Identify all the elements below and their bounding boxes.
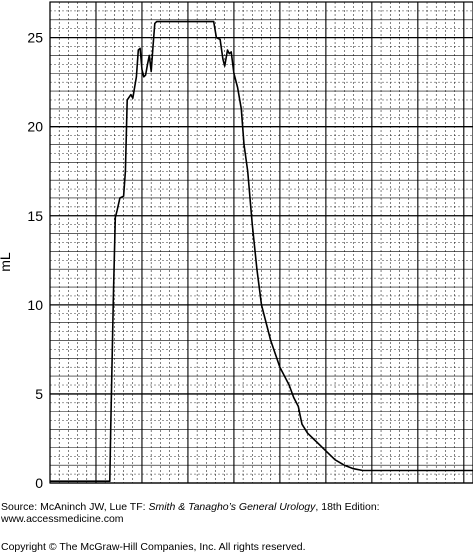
y-tick-label: 15 <box>27 208 43 224</box>
grid <box>49 1 473 484</box>
copyright-notice: Copyright © The McGraw-Hill Companies, I… <box>1 541 306 553</box>
chart: 0 5 10 15 20 25 mL <box>0 1 473 491</box>
data-series-line <box>50 20 473 482</box>
y-tick-label: 0 <box>35 475 43 491</box>
source-citation: Source: McAninch JW, Lue TF: Smith & Tan… <box>1 501 380 513</box>
y-axis-ticks: 0 5 10 15 20 25 <box>27 30 43 491</box>
y-axis-label: mL <box>0 252 13 272</box>
y-tick-label: 10 <box>27 297 43 313</box>
source-url: www.accessmedicine.com <box>1 513 124 525</box>
source-book-title: Smith & Tanagho’s General Urology <box>148 501 316 513</box>
y-tick-label: 20 <box>27 119 43 135</box>
y-tick-label: 25 <box>27 30 43 46</box>
source-suffix: , 18th Edition: <box>315 501 380 513</box>
plot-frame <box>49 1 473 484</box>
source-prefix: Source: McAninch JW, Lue TF: <box>1 501 149 513</box>
y-tick-label: 5 <box>35 386 43 402</box>
